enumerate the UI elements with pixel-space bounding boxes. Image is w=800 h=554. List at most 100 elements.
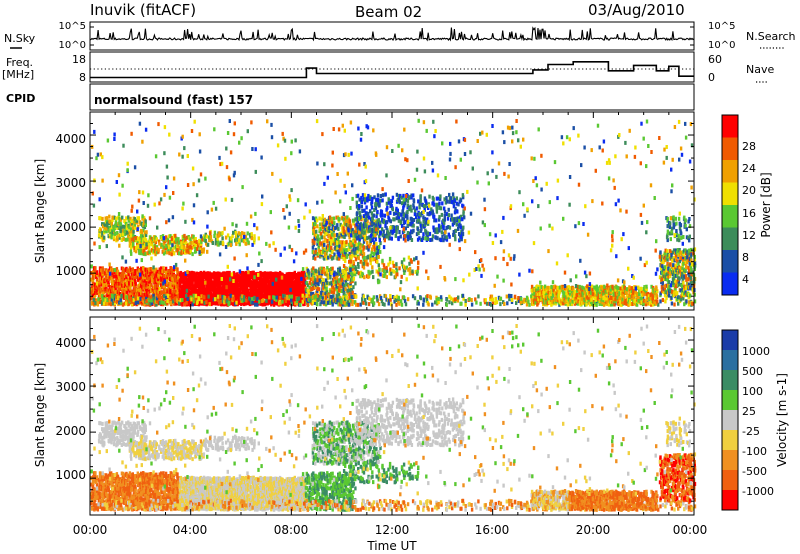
- echo-cell: [461, 293, 465, 298]
- echo-cell: [197, 272, 200, 276]
- echo-cell: [347, 302, 351, 307]
- echo-cell: [195, 240, 198, 244]
- echo-cell: [118, 216, 121, 221]
- echo-cell: [189, 244, 192, 249]
- echo-cell: [127, 298, 130, 303]
- echo-cell: [464, 302, 467, 307]
- echo-cell: [125, 222, 128, 226]
- echo-cell: [120, 293, 123, 298]
- echo-cell: [358, 204, 361, 208]
- echo-cell: [91, 301, 94, 306]
- echo-cell: [399, 234, 402, 239]
- echo-cell: [165, 235, 168, 240]
- echo-cell: [440, 238, 443, 243]
- echo-cell: [247, 240, 250, 245]
- echo-cell: [391, 207, 394, 212]
- echo-cell: [166, 250, 169, 255]
- nsearch-tick-bottom: 10^0: [708, 40, 735, 51]
- echo-cell: [435, 218, 438, 223]
- echo-cell: [354, 257, 358, 262]
- echo-cell: [200, 239, 203, 244]
- echo-cell: [148, 237, 152, 242]
- echo-cell: [315, 229, 318, 234]
- echo-cell: [315, 218, 319, 223]
- echo-cell: [461, 193, 465, 198]
- echo-cell: [169, 239, 172, 244]
- echo-cell: [150, 239, 154, 244]
- echo-cell: [410, 238, 414, 242]
- echo-cell: [162, 251, 166, 256]
- echo-cell: [143, 283, 146, 288]
- echo-cell: [431, 195, 434, 200]
- echo-cell: [499, 296, 503, 301]
- echo-cell: [322, 300, 326, 305]
- echo-cell: [124, 282, 127, 287]
- echo-cell: [134, 272, 137, 277]
- echo-cell: [459, 198, 463, 203]
- echo-cell: [172, 281, 175, 286]
- echo-cell: [140, 240, 143, 245]
- echo-cell: [109, 291, 112, 296]
- echo-cell: [186, 282, 189, 287]
- echo-cell: [154, 281, 157, 286]
- echo-cell: [388, 256, 392, 261]
- echo-cell: [517, 296, 520, 300]
- echo-cell: [96, 270, 99, 275]
- echo-cell: [181, 291, 184, 296]
- echo-cell: [326, 239, 329, 243]
- echo-cell: [450, 213, 453, 218]
- echo-cell: [115, 238, 118, 243]
- echo-cell: [126, 281, 129, 286]
- echo-cell: [172, 289, 175, 294]
- echo-cell: [174, 244, 178, 249]
- echo-cell: [190, 245, 194, 250]
- echo-cell: [499, 302, 502, 307]
- echo-cell: [130, 282, 133, 287]
- echo-cell: [151, 247, 154, 252]
- echo-cell: [120, 271, 124, 276]
- echo-cell: [154, 235, 157, 240]
- echo-cell: [413, 257, 416, 262]
- echo-cell: [391, 195, 395, 200]
- echo-cell: [119, 222, 123, 227]
- echo-cell: [121, 215, 124, 220]
- echo-cell: [408, 266, 412, 271]
- echo-cell: [446, 199, 449, 204]
- date-title: 03/Aug/2010: [588, 1, 685, 19]
- echo-cell: [125, 275, 128, 280]
- echo-cell: [120, 277, 123, 282]
- echo-cell: [144, 219, 147, 224]
- cpid-frame: [89, 83, 695, 111]
- echo-cell: [369, 227, 372, 232]
- echo-cell: [477, 294, 480, 299]
- echo-cell: [185, 286, 188, 291]
- echo-cell: [208, 271, 211, 276]
- echo-cell: [129, 249, 133, 254]
- echo-cell: [390, 236, 393, 241]
- echo-cell: [115, 269, 118, 274]
- echo-cell: [491, 297, 495, 302]
- echo-cell: [371, 265, 374, 270]
- echo-cell: [92, 285, 96, 290]
- echo-cell: [180, 241, 183, 246]
- echo-cell: [281, 299, 284, 304]
- echo-cell: [186, 248, 189, 253]
- echo-cell: [362, 294, 365, 299]
- echo-cell: [189, 276, 192, 281]
- echo-cell: [140, 291, 143, 296]
- echo-cell: [238, 242, 241, 247]
- echo-cell: [376, 193, 380, 198]
- echo-cell: [316, 302, 319, 307]
- echo-cell: [158, 296, 161, 301]
- echo-cell: [167, 269, 170, 273]
- echo-cell: [216, 271, 219, 276]
- echo-cell: [415, 206, 418, 211]
- echo-cell: [182, 250, 185, 255]
- echo-cell: [485, 301, 489, 306]
- echo-cell: [355, 211, 359, 216]
- echo-cell: [92, 281, 95, 286]
- echo-cell: [125, 230, 128, 235]
- echo-cell: [379, 220, 382, 225]
- echo-cell: [209, 277, 213, 282]
- echo-cell: [362, 252, 366, 257]
